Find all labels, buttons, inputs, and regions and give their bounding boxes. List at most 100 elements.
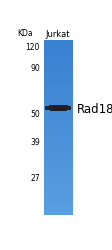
- Bar: [44, 111, 73, 112]
- Bar: [44, 98, 73, 99]
- Bar: [44, 44, 73, 45]
- Bar: [44, 182, 73, 183]
- Bar: [59, 105, 60, 111]
- Bar: [64, 105, 65, 111]
- Bar: [44, 153, 73, 154]
- Bar: [68, 106, 69, 110]
- Bar: [44, 140, 73, 141]
- Bar: [44, 130, 73, 131]
- Bar: [44, 110, 73, 111]
- Bar: [44, 162, 73, 163]
- Bar: [66, 106, 67, 110]
- Bar: [44, 196, 73, 197]
- Bar: [70, 106, 71, 110]
- Bar: [44, 192, 73, 193]
- Bar: [44, 214, 73, 215]
- Bar: [44, 142, 73, 143]
- Bar: [44, 135, 73, 136]
- Bar: [48, 106, 49, 110]
- Bar: [44, 47, 73, 48]
- Bar: [44, 123, 73, 124]
- Text: 120: 120: [26, 43, 40, 52]
- Bar: [44, 160, 73, 161]
- Bar: [44, 179, 73, 180]
- Bar: [44, 72, 73, 73]
- Bar: [44, 102, 73, 103]
- Bar: [44, 184, 73, 185]
- Bar: [44, 55, 73, 56]
- Bar: [45, 106, 46, 110]
- Bar: [44, 193, 73, 194]
- Bar: [44, 159, 73, 160]
- Bar: [44, 57, 73, 58]
- Bar: [44, 140, 73, 141]
- Text: KDa: KDa: [17, 29, 33, 38]
- Bar: [44, 121, 73, 122]
- Bar: [44, 197, 73, 198]
- Bar: [44, 88, 73, 89]
- Bar: [52, 105, 53, 111]
- Bar: [44, 129, 73, 130]
- Bar: [44, 111, 73, 112]
- Bar: [44, 152, 73, 153]
- Bar: [44, 94, 73, 95]
- Bar: [44, 41, 73, 42]
- Bar: [44, 191, 73, 192]
- Bar: [44, 113, 73, 114]
- Bar: [44, 50, 73, 51]
- Bar: [44, 78, 73, 79]
- Bar: [44, 138, 73, 139]
- Bar: [52, 105, 53, 111]
- Bar: [44, 167, 73, 168]
- Bar: [44, 83, 73, 84]
- Bar: [44, 170, 73, 171]
- Bar: [44, 69, 73, 70]
- Bar: [44, 49, 73, 50]
- Bar: [44, 132, 73, 133]
- Bar: [44, 59, 73, 60]
- Bar: [44, 177, 73, 178]
- Bar: [51, 105, 52, 110]
- Bar: [44, 207, 73, 208]
- Bar: [44, 60, 73, 61]
- Bar: [44, 86, 73, 87]
- Bar: [56, 105, 57, 111]
- Bar: [44, 60, 73, 61]
- Bar: [44, 99, 73, 100]
- Bar: [44, 126, 73, 127]
- Bar: [44, 180, 73, 181]
- Bar: [61, 105, 62, 111]
- Bar: [44, 73, 73, 74]
- Bar: [44, 156, 73, 157]
- Bar: [44, 40, 73, 41]
- Text: Jurkat: Jurkat: [45, 30, 70, 39]
- Bar: [44, 66, 73, 67]
- Bar: [44, 194, 73, 195]
- Bar: [44, 88, 73, 89]
- Bar: [44, 203, 73, 204]
- Bar: [44, 52, 73, 53]
- Bar: [44, 114, 73, 115]
- Bar: [44, 77, 73, 78]
- Bar: [50, 106, 51, 110]
- Bar: [44, 62, 73, 63]
- Bar: [57, 105, 58, 111]
- Bar: [44, 67, 73, 68]
- Bar: [44, 74, 73, 75]
- Bar: [44, 83, 73, 84]
- Bar: [44, 80, 73, 81]
- Bar: [44, 164, 73, 165]
- Bar: [44, 148, 73, 149]
- Bar: [44, 205, 73, 206]
- Bar: [44, 173, 73, 174]
- Bar: [44, 112, 73, 113]
- Bar: [44, 81, 73, 82]
- Bar: [64, 105, 65, 111]
- Bar: [44, 178, 73, 179]
- Bar: [44, 211, 73, 212]
- Bar: [44, 130, 73, 131]
- Bar: [44, 101, 73, 102]
- Bar: [44, 92, 73, 93]
- Bar: [44, 108, 73, 109]
- Bar: [55, 105, 56, 111]
